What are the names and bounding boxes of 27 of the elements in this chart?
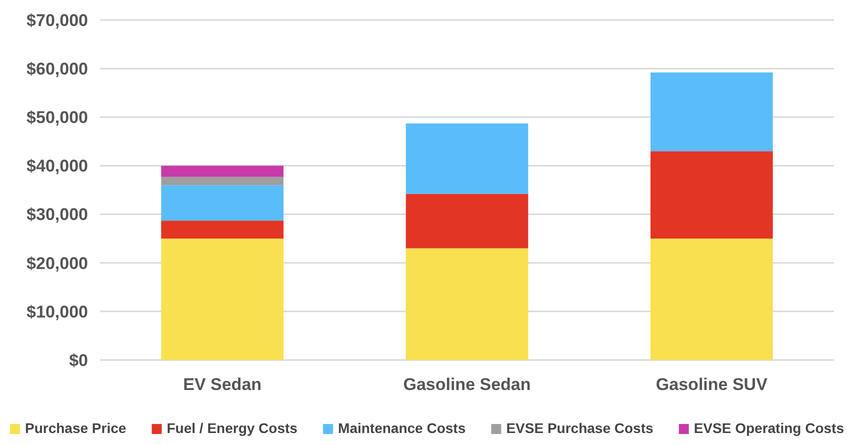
bar — [650, 151, 773, 239]
bar — [406, 194, 528, 248]
y-tick-label: $30,000 — [26, 205, 88, 224]
bar — [161, 176, 284, 186]
x-tick-label: Gasoline SUV — [656, 375, 768, 394]
bar — [406, 123, 528, 194]
legend-label: Purchase Price — [25, 420, 126, 436]
bar — [161, 238, 284, 360]
y-tick-label: $70,000 — [26, 10, 88, 30]
y-tick-label: $0 — [69, 350, 88, 370]
legend-label: Fuel / Energy Costs — [166, 420, 298, 436]
legend-label: EVSE Operating Costs — [694, 420, 844, 436]
y-tick-label: $50,000 — [26, 108, 88, 128]
legend-label: EVSE Purchase Costs — [506, 420, 654, 436]
bar — [406, 248, 528, 360]
y-tick-label: $10,000 — [26, 302, 88, 322]
legend-label: Maintenance Costs — [338, 420, 466, 436]
x-tick-label: EV Sedan — [183, 375, 262, 394]
bar — [650, 72, 773, 152]
bar — [650, 238, 773, 360]
bar — [161, 220, 284, 239]
y-tick-label: $40,000 — [26, 156, 88, 176]
bar — [161, 185, 284, 221]
y-tick-label: $60,000 — [26, 60, 88, 79]
bar — [161, 166, 284, 177]
y-tick-label: $20,000 — [26, 254, 88, 273]
x-tick-label: Gasoline Sedan — [403, 375, 531, 394]
